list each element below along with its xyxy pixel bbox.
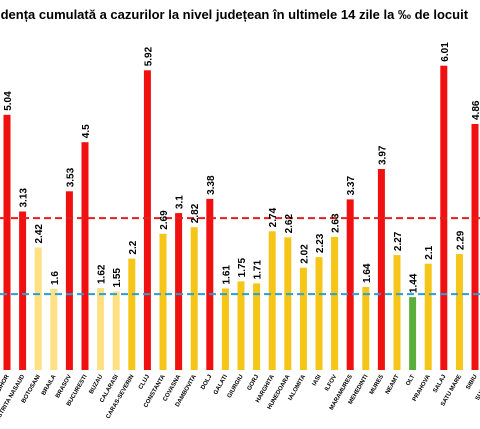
value-label: 2.29 xyxy=(455,230,466,250)
value-label: 2.63 xyxy=(331,213,342,233)
value-label: 2.62 xyxy=(284,213,295,233)
value-label: 1.62 xyxy=(97,264,108,284)
bar-olt xyxy=(409,297,417,370)
bar-prahova xyxy=(424,263,432,370)
bar-buzau xyxy=(97,288,105,370)
bar-calarasi xyxy=(112,291,120,370)
category-label: SALAJ xyxy=(432,374,447,394)
bar-constanta xyxy=(159,233,167,370)
value-label: 2.02 xyxy=(299,244,310,264)
value-labels-layer: 5.04 3.13 2.42 1.6 3.53 4.5 1.62 1.55 2.2 5.92 2.6… xyxy=(3,42,480,293)
value-label: 2.1 xyxy=(424,245,435,259)
bar-galati xyxy=(221,288,229,370)
value-label: 4.5 xyxy=(81,124,92,138)
value-label: 1.64 xyxy=(362,263,373,283)
value-label: 2.69 xyxy=(159,210,170,230)
bar-hunedoara xyxy=(284,237,292,370)
category-label: GIURGIU xyxy=(227,374,245,399)
value-label: 3.53 xyxy=(65,167,76,187)
value-label: 5.04 xyxy=(3,91,14,111)
chart-title: idența cumulată a cazurilor la nivel jud… xyxy=(0,7,469,22)
category-label: IASI xyxy=(312,374,323,387)
bar-bihor xyxy=(3,114,11,370)
bar-iasi xyxy=(315,257,323,370)
category-label: CLUJ xyxy=(138,374,151,391)
category-label: NEAMT xyxy=(385,374,401,396)
bar-ialomita xyxy=(299,267,307,370)
category-label: GALATI xyxy=(213,374,229,396)
value-label: 2.74 xyxy=(268,207,279,227)
value-label: 2.27 xyxy=(393,231,404,251)
value-label: 5.92 xyxy=(143,46,154,66)
bar-harghita xyxy=(268,231,276,370)
bar-dolj xyxy=(206,198,214,370)
value-label: 1.6 xyxy=(50,271,61,285)
bar-giurgiu xyxy=(237,281,245,370)
bar-satu-mare xyxy=(455,254,463,370)
value-label: 2.23 xyxy=(315,233,326,253)
bar-sibiu xyxy=(471,124,479,370)
bar-mehedinti xyxy=(362,287,370,370)
bar-bistrita-nasaud xyxy=(19,211,27,370)
bar-caras-severin xyxy=(128,258,136,370)
category-label: BUZAU xyxy=(89,374,105,395)
bar-brasov xyxy=(65,191,73,370)
value-label: 3.37 xyxy=(346,175,357,195)
category-label: ILFOV xyxy=(324,374,338,392)
bar-mures xyxy=(377,169,385,370)
value-label: 3.38 xyxy=(206,175,217,195)
category-label: OLT xyxy=(405,374,416,387)
category-label: DOLJ xyxy=(200,374,213,391)
category-label: SIBIU xyxy=(466,374,479,391)
value-label: 3.13 xyxy=(19,188,30,208)
value-label: 4.86 xyxy=(471,100,480,120)
value-label: 1.55 xyxy=(112,268,123,288)
bar-gorj xyxy=(253,283,261,370)
bar-maramures xyxy=(346,199,354,370)
bar-covasna xyxy=(175,213,183,370)
value-label: 1.75 xyxy=(237,257,248,277)
bar-braila xyxy=(50,289,58,370)
bar-bucuresti xyxy=(81,142,89,370)
value-label: 1.44 xyxy=(409,273,420,293)
bar-botosani xyxy=(34,247,42,370)
reference-lines-layer xyxy=(0,217,480,296)
value-label: 2.82 xyxy=(190,203,201,223)
bar-ilfov xyxy=(331,236,339,370)
bars-layer xyxy=(3,65,479,371)
category-label: MURES xyxy=(369,374,385,396)
value-label: 1.71 xyxy=(253,259,264,279)
bar-cluj xyxy=(143,70,151,371)
value-label: 2.2 xyxy=(128,240,139,254)
value-label: 3.97 xyxy=(377,145,388,165)
category-label: GORJ xyxy=(247,374,261,392)
value-label: 2.42 xyxy=(34,224,45,244)
bar-dambovita xyxy=(190,227,198,370)
category-label: BIHOR xyxy=(0,373,11,393)
category-label: BRAILA xyxy=(41,373,58,396)
bar-neamt xyxy=(393,255,401,370)
value-label: 3.1 xyxy=(175,195,186,209)
value-label: 6.01 xyxy=(440,42,451,62)
value-label: 1.61 xyxy=(221,265,232,285)
